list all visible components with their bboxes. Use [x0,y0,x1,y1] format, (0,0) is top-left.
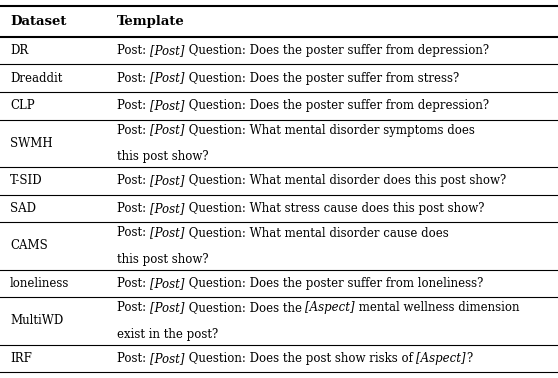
Text: Question: What stress cause does this post show?: Question: What stress cause does this po… [185,202,484,215]
Text: IRF: IRF [10,352,32,365]
Text: DR: DR [10,44,28,57]
Text: Post:: Post: [117,352,150,365]
Text: Question: Does the post show risks of: Question: Does the post show risks of [185,352,416,365]
Text: [Post]: [Post] [150,174,185,187]
Text: [Post]: [Post] [150,99,185,112]
Text: Post:: Post: [117,71,150,85]
Text: Post:: Post: [117,174,150,187]
Text: Question: Does the poster suffer from depression?: Question: Does the poster suffer from de… [185,44,489,57]
Text: [Post]: [Post] [150,71,185,85]
Text: [Aspect]: [Aspect] [416,352,466,365]
Text: [Post]: [Post] [150,124,185,136]
Text: [Post]: [Post] [150,202,185,215]
Text: SWMH: SWMH [10,137,52,150]
Text: Question: Does the: Question: Does the [185,301,305,314]
Text: [Post]: [Post] [150,301,185,314]
Text: SAD: SAD [10,202,36,215]
Text: T-SID: T-SID [10,174,42,187]
Text: Post:: Post: [117,202,150,215]
Text: this post show?: this post show? [117,150,209,163]
Text: Question: Does the poster suffer from stress?: Question: Does the poster suffer from st… [185,71,459,85]
Text: Post:: Post: [117,301,150,314]
Text: [Post]: [Post] [150,226,185,239]
Text: Dataset: Dataset [10,15,66,28]
Text: Question: Does the poster suffer from depression?: Question: Does the poster suffer from de… [185,99,489,112]
Text: Post:: Post: [117,99,150,112]
Text: loneliness: loneliness [10,277,69,290]
Text: Question: What mental disorder symptoms does: Question: What mental disorder symptoms … [185,124,474,136]
Text: Post:: Post: [117,44,150,57]
Text: CAMS: CAMS [10,239,48,253]
Text: [Post]: [Post] [150,44,185,57]
Text: this post show?: this post show? [117,253,209,266]
Text: Question: Does the poster suffer from loneliness?: Question: Does the poster suffer from lo… [185,277,483,290]
Text: exist in the post?: exist in the post? [117,328,218,341]
Text: Post:: Post: [117,277,150,290]
Text: mental wellness dimension: mental wellness dimension [355,301,519,314]
Text: [Post]: [Post] [150,277,185,290]
Text: Post:: Post: [117,124,150,136]
Text: [Aspect]: [Aspect] [305,301,355,314]
Text: [Post]: [Post] [150,352,185,365]
Text: Question: What mental disorder cause does: Question: What mental disorder cause doe… [185,226,448,239]
Text: Post:: Post: [117,226,150,239]
Text: Dreaddit: Dreaddit [10,71,62,85]
Text: Question: What mental disorder does this post show?: Question: What mental disorder does this… [185,174,506,187]
Text: ?: ? [466,352,472,365]
Text: Template: Template [117,15,185,28]
Text: CLP: CLP [10,99,35,112]
Text: MultiWD: MultiWD [10,314,63,327]
